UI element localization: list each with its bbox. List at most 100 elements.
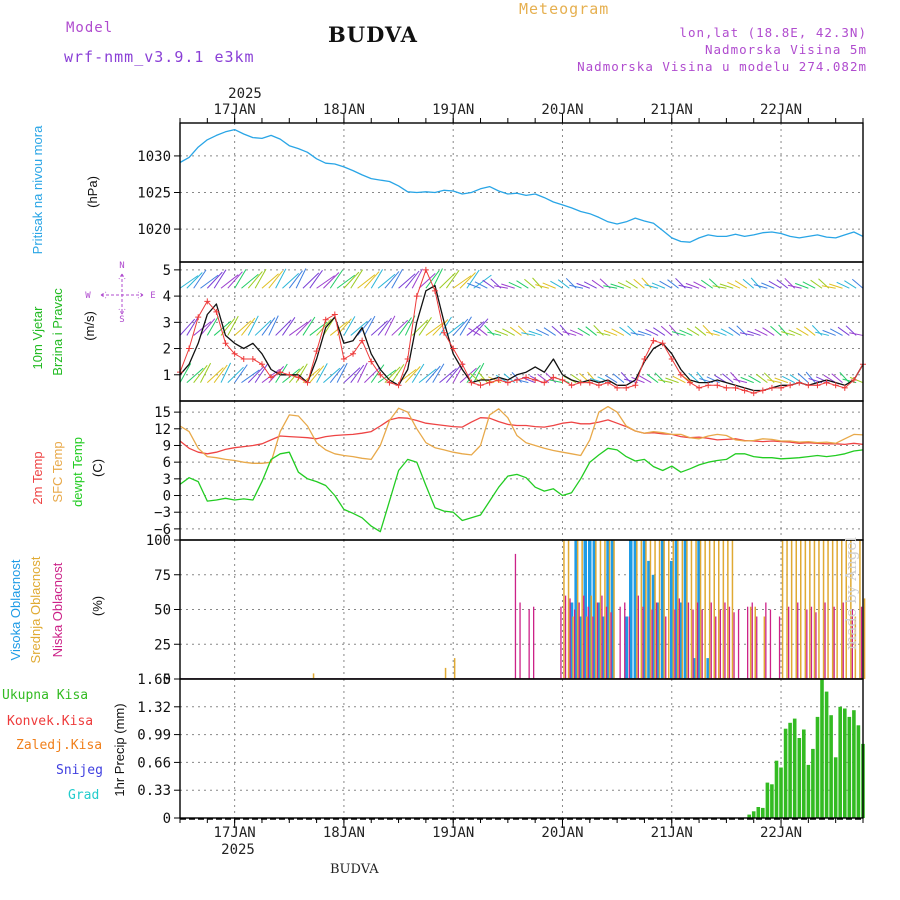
wind-barb <box>645 328 659 336</box>
wind-gust-marker <box>313 348 320 355</box>
wind-barb <box>728 326 741 336</box>
cloud-low-bar <box>655 602 658 679</box>
legend-convective-rain: Konvek.Kisa <box>7 714 93 729</box>
wind-barb <box>712 285 727 289</box>
cloud-high-bar <box>670 560 674 679</box>
wind-barb <box>543 327 556 336</box>
wind-barb <box>596 331 611 336</box>
wind-gust-marker <box>304 379 311 386</box>
pressure-title: Pritisak na nivou mora <box>30 125 45 254</box>
wind-barb <box>206 316 219 336</box>
wind-barb <box>193 364 208 383</box>
wind-gust-marker <box>404 356 411 363</box>
wind-barb <box>446 321 465 336</box>
wind-barb <box>432 268 443 289</box>
cloud-mid-bar <box>658 540 661 679</box>
precip-bar <box>783 728 788 818</box>
wind-barb <box>705 331 720 336</box>
cloud-mid-bar <box>563 540 565 679</box>
cloud-mid-bar <box>800 540 802 679</box>
cloud-mid-bar <box>604 540 606 679</box>
wind-barb <box>576 282 590 289</box>
y-tick-label: 6 <box>163 455 171 471</box>
cloud-high-bar <box>592 540 597 679</box>
cloud-low-bar <box>583 595 585 679</box>
wind-gust-marker <box>340 356 347 363</box>
wind-barb <box>452 275 472 289</box>
wind-barb <box>535 284 549 289</box>
wind-unit: (m/s) <box>82 311 97 341</box>
cloud-high-bar <box>633 540 638 679</box>
wind-barb <box>186 316 199 336</box>
wind-barb <box>739 332 754 336</box>
wind-barb <box>213 269 227 289</box>
wind-gust-marker <box>331 311 338 318</box>
legend-total-rain: Ukupna Kisa <box>2 688 88 703</box>
wind-barb <box>688 372 700 384</box>
wind-barb <box>247 271 263 289</box>
top-year-label: 2025 <box>228 86 262 102</box>
cloud-mid-bar <box>312 673 315 679</box>
wind-barb <box>631 376 645 384</box>
wind-barb <box>418 273 436 289</box>
wind-barb <box>802 281 816 289</box>
wind-barb <box>343 367 361 384</box>
y-tick-label: 4 <box>163 289 171 305</box>
cloud-mid-bar <box>804 540 807 679</box>
wind-barb <box>295 268 307 289</box>
wind-barb <box>288 270 303 289</box>
wind-barb <box>630 332 645 336</box>
wind-barb <box>418 368 437 384</box>
wind-gust-marker <box>641 356 648 363</box>
wind-barb <box>309 365 325 383</box>
wind-barb <box>425 365 441 383</box>
wind-barb <box>179 363 192 383</box>
wind-barb <box>693 281 707 289</box>
wind-gust-marker <box>431 287 438 294</box>
wind-barb <box>350 364 365 383</box>
bottom-day-label: 19JAN <box>432 825 474 841</box>
wind-gust-marker <box>368 358 375 365</box>
cloud-low-bar <box>815 612 817 679</box>
precip-bar <box>788 722 792 818</box>
wind-gust-marker <box>586 379 593 386</box>
wind-barb <box>508 281 522 289</box>
cloud-low-bar <box>733 612 735 679</box>
legend-snow: Snijeg <box>56 763 103 778</box>
cloud-low-bar <box>724 602 726 679</box>
cloud-low-bar <box>701 609 703 679</box>
panel-frames <box>174 113 864 828</box>
wind-barb <box>241 317 256 336</box>
wind-gust-marker <box>377 371 384 378</box>
cloud-mid-bar <box>822 540 825 679</box>
cloud-mid-bar <box>654 540 656 679</box>
wind-barb <box>734 280 748 289</box>
cloud-low-bar <box>514 553 517 679</box>
wind-barb <box>619 326 632 336</box>
cloud-mid-bar <box>572 616 574 679</box>
wind-gust-marker <box>659 340 666 347</box>
wind-barb <box>254 364 268 383</box>
wind-barb <box>343 271 360 289</box>
wind-barb <box>569 329 584 336</box>
wind-barb <box>254 268 267 289</box>
wind-barb <box>776 279 789 289</box>
wind-barb <box>502 328 515 336</box>
wind-barb <box>837 326 850 336</box>
bottom-day-label: 21JAN <box>651 825 693 841</box>
wind-barb <box>678 284 693 289</box>
wind-barb <box>494 285 508 289</box>
cloud-high-bar <box>583 540 587 679</box>
wind-gust-marker <box>213 308 220 315</box>
wind-barb <box>747 330 761 336</box>
cloud-mid-title: Srednja Oblacnost <box>28 556 43 663</box>
wind-barb <box>623 378 638 384</box>
cloud-low-bar <box>596 602 599 679</box>
wind-subtitle: Brzina i Pravac <box>50 288 65 376</box>
y-tick-label: −6 <box>154 522 171 538</box>
cloud-mid-bar <box>763 616 766 679</box>
cloud-low-bar <box>747 606 749 679</box>
wind-barb <box>778 324 789 336</box>
wind-gust-marker <box>422 266 429 273</box>
wind-barb <box>796 327 809 336</box>
